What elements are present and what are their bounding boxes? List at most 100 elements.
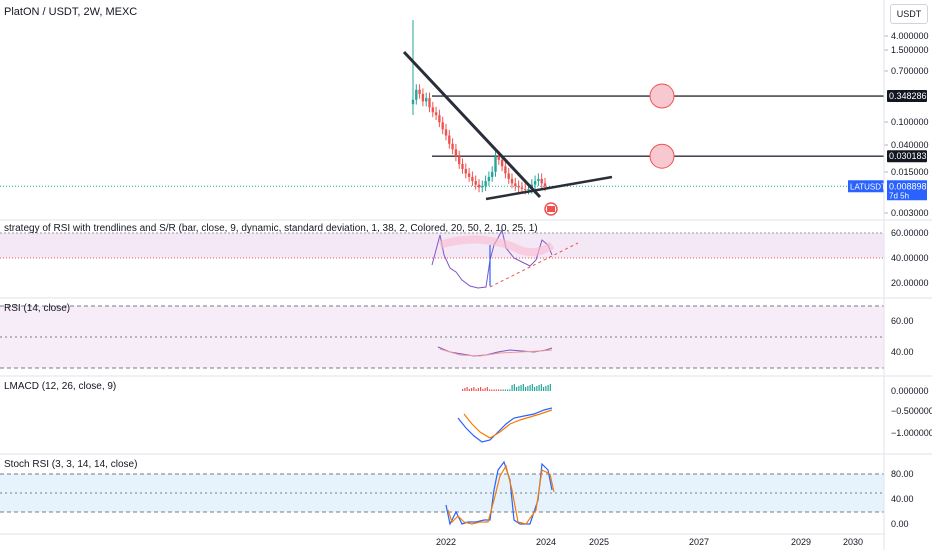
candle-body: [514, 183, 517, 186]
candle-body: [471, 176, 474, 182]
candle-body: [474, 181, 477, 185]
candle-body: [454, 149, 458, 157]
time-axis-tick: 2030: [843, 537, 863, 547]
lmacd-histogram-bar: [511, 385, 513, 391]
currency-button[interactable]: USDT: [890, 4, 928, 24]
ascending-trendline: [485, 175, 613, 201]
strategy-trendline: [489, 242, 579, 288]
candle-body: [421, 93, 425, 102]
lmacd-histogram-bar: [549, 384, 551, 391]
lmacd-histogram-bar: [493, 389, 495, 391]
pane-label-stochrsi: Stoch RSI (3, 3, 14, 14, close): [4, 459, 138, 470]
candle-body: [510, 178, 514, 184]
lmacd-histogram-bar: [466, 387, 468, 391]
candle-body: [458, 156, 461, 164]
stoch-axis-tick: 0.00: [891, 519, 909, 529]
lmacd-histogram-bar: [525, 387, 527, 391]
candle-body: [507, 173, 510, 179]
chart-title: PlatON / USDT, 2W, MEXC: [4, 6, 138, 18]
lmacd-histogram-bar: [468, 389, 470, 391]
target-circle: [649, 143, 675, 169]
lmacd-histogram-bar: [543, 387, 545, 391]
price-axis-tick: 0.100000: [891, 117, 929, 127]
strategy-cloud: [438, 235, 555, 257]
candle-body: [520, 187, 524, 189]
candle-body: [494, 156, 497, 172]
strategy-axis-tick: 60.00000: [891, 228, 929, 238]
lmacd-histogram-bar: [480, 387, 482, 391]
lmacd-histogram-bar: [462, 389, 464, 391]
time-axis-tick: 2027: [689, 537, 709, 547]
target-circle: [649, 83, 675, 109]
price-label-box: [887, 90, 927, 103]
candle-body: [540, 178, 543, 184]
lmacd-histogram-bar: [477, 388, 479, 391]
candle-body: [438, 115, 441, 123]
lmacd-histogram-bar: [502, 389, 504, 391]
lmacd-histogram-bar: [518, 386, 520, 391]
lmacd-histogram-bar: [527, 386, 529, 391]
countdown-text: 7d 5h: [889, 191, 909, 200]
candle-body: [444, 129, 448, 136]
lmacd-histogram-bar: [504, 389, 506, 391]
candle-body: [441, 122, 444, 130]
candle-body: [431, 107, 434, 113]
candle-body: [415, 89, 418, 100]
candle-body: [517, 185, 520, 188]
lmacd-histogram-bar: [516, 387, 518, 391]
lmacd-histogram-bar: [547, 385, 549, 391]
candle-body: [500, 159, 504, 167]
lmacd-histogram-bar: [540, 384, 542, 391]
candle-body: [537, 178, 540, 182]
event-flag-icon: [547, 206, 555, 212]
pane-label-lmacd: LMACD (12, 26, close, 9): [4, 381, 117, 392]
stoch-axis-tick: 80.00: [891, 469, 914, 479]
lmacd-histogram-bar: [489, 389, 491, 391]
price-axis-tick: 1.500000: [891, 45, 929, 55]
lmacd-histogram-bar: [507, 389, 509, 391]
stoch-axis-tick: 40.00: [891, 494, 914, 504]
lmacd-histogram-bar: [498, 389, 500, 391]
candle-body: [543, 183, 547, 187]
price-axis-tick: 0.700000: [891, 66, 929, 76]
price-axis-tick: 0.015000: [891, 167, 929, 177]
candle-body: [461, 163, 464, 169]
lmacd-histogram-bar: [484, 388, 486, 391]
lmacd-histogram-bar: [522, 384, 524, 391]
lmacd-axis-tick: 0.000000: [891, 386, 929, 396]
pane-label-strategy: strategy of RSI with trendlines and S/R …: [4, 223, 538, 234]
lmacd-line: [457, 407, 553, 443]
candle-body: [477, 184, 481, 188]
lmacd-histogram-bar: [482, 389, 484, 391]
lmacd-histogram-bar: [513, 384, 515, 391]
price-label-box: [887, 150, 927, 163]
lmacd-histogram-bar: [534, 387, 536, 391]
descending-trendline: [402, 50, 542, 199]
time-axis-tick: 2022: [436, 537, 456, 547]
candle-body: [497, 156, 500, 160]
candle-body: [524, 188, 527, 190]
lmacd-histogram-bar: [529, 385, 531, 391]
current-price-box: [887, 180, 927, 201]
current-price-text: 0.008898: [889, 181, 927, 191]
price-axis-tick: 0.040000: [891, 140, 929, 150]
candle-body: [527, 188, 530, 190]
lmacd-histogram-bar: [475, 389, 477, 391]
candle-body: [484, 181, 487, 186]
lmacd-histogram-bar: [473, 387, 475, 391]
symbol-label-box: [848, 180, 884, 193]
candle-body: [451, 143, 454, 150]
candle-body: [487, 176, 491, 182]
symbol-label-text: LATUSDT: [850, 182, 886, 191]
lmacd-histogram-bar: [486, 387, 488, 391]
lmacd-histogram-bar: [531, 384, 533, 391]
lmacd-histogram-bar: [536, 386, 538, 391]
candle-body: [418, 89, 421, 94]
strategy-axis-tick: 40.00000: [891, 253, 929, 263]
candle-body: [434, 112, 438, 116]
price-axis-tick: 4.000000: [891, 31, 929, 41]
candle-body: [504, 166, 507, 174]
lmacd-histogram-bar: [495, 389, 497, 391]
pane-label-rsi: RSI (14, close): [4, 303, 71, 314]
